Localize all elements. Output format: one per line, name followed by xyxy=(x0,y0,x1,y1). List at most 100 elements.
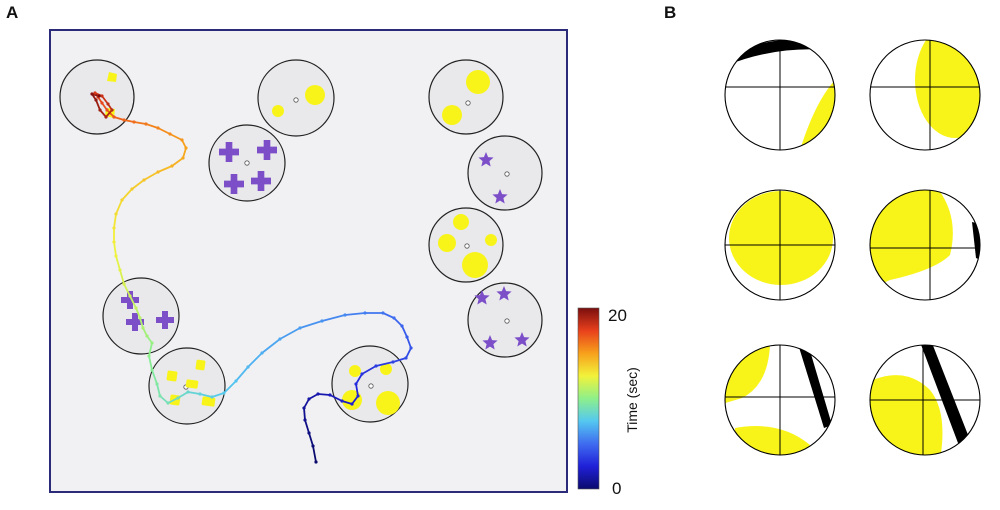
trajectory-segment xyxy=(129,295,137,309)
trajectory-segment xyxy=(115,255,121,271)
trajectory-segment xyxy=(299,320,323,329)
trajectory-segment xyxy=(329,394,343,402)
patch-top-right xyxy=(428,59,504,135)
trajectory-point xyxy=(314,460,318,464)
trajectory-point xyxy=(118,268,122,272)
trajectory-point xyxy=(260,351,264,355)
trajectory-segment xyxy=(167,397,179,404)
purple-star-object xyxy=(492,189,508,204)
trajectory-segment xyxy=(321,314,346,322)
patch-center-marker xyxy=(504,318,510,324)
trajectory-segment xyxy=(177,391,189,399)
trajectory-point xyxy=(138,316,142,320)
yellow-object xyxy=(107,72,117,82)
trajectory-segment xyxy=(143,171,159,181)
trajectory-point xyxy=(246,365,250,369)
trajectory-point xyxy=(198,392,202,396)
occluder-band xyxy=(798,345,832,428)
yellow-object xyxy=(466,70,490,94)
occluder-band xyxy=(920,345,970,443)
purple-cross-object xyxy=(219,142,240,163)
patch-center-marker xyxy=(368,383,374,389)
trajectory-point xyxy=(97,94,101,98)
trajectory-segment xyxy=(375,361,394,367)
trajectory-point xyxy=(356,394,360,398)
trajectory-segment xyxy=(261,338,281,354)
trajectory-segment xyxy=(156,383,161,397)
trajectory-segment xyxy=(159,395,169,404)
yellow-object xyxy=(380,363,392,375)
trajectory-segment xyxy=(351,395,359,405)
trajectory-segment xyxy=(121,188,133,201)
trajectory-point xyxy=(298,326,302,330)
trajectory-segment xyxy=(106,109,115,118)
patch-center-marker xyxy=(464,243,470,249)
trajectory-point xyxy=(145,334,149,338)
yellow-object xyxy=(453,214,469,230)
panel-a-label: A xyxy=(6,3,18,22)
trajectory-point xyxy=(90,92,94,96)
trajectory-point xyxy=(132,120,136,124)
trajectory-point xyxy=(374,364,378,368)
trajectory-point xyxy=(181,156,185,160)
trajectory-point xyxy=(392,316,396,320)
trajectory-segment xyxy=(145,123,159,129)
trajectory-segment xyxy=(317,393,331,396)
colorbar-gradient xyxy=(577,307,600,490)
trajectory-point xyxy=(156,126,160,130)
trajectory-segment xyxy=(247,352,263,368)
trajectory-point xyxy=(363,311,367,315)
trajectory-segment xyxy=(131,179,145,190)
trajectory-point xyxy=(278,337,282,341)
patch-stars-upper xyxy=(467,135,543,211)
trajectory-point xyxy=(184,146,188,150)
yellow-object xyxy=(376,391,400,415)
purple-star-object xyxy=(474,290,490,305)
trajectory-point xyxy=(302,406,306,410)
trajectory-segment xyxy=(308,393,319,400)
trajectory-point xyxy=(409,346,413,350)
yellow-object xyxy=(272,105,284,117)
trajectory-point xyxy=(106,102,110,106)
trajectory-point xyxy=(104,115,108,119)
purple-cross-object xyxy=(257,140,277,161)
trajectory-segment xyxy=(187,391,201,395)
trajectory-segment xyxy=(312,445,317,463)
purple-star-object xyxy=(514,332,530,347)
patch-center-marker xyxy=(244,160,250,166)
trajectory-point xyxy=(381,311,385,315)
trajectory-point xyxy=(180,138,184,142)
trajectory-point xyxy=(142,178,146,182)
trajectory-segment xyxy=(279,327,301,340)
trajectory-segment xyxy=(341,400,353,405)
yellow-object xyxy=(442,105,462,125)
view-circle-3 xyxy=(724,189,836,301)
trajectory-point xyxy=(150,341,154,345)
trajectory-segment xyxy=(119,269,125,285)
trajectory-point xyxy=(105,108,109,112)
trajectory-point xyxy=(186,390,190,394)
trajectory-segment xyxy=(355,383,359,397)
yellow-object xyxy=(342,390,362,410)
trajectory-point xyxy=(354,382,358,386)
trajectory-segment xyxy=(113,241,117,257)
object-shapes xyxy=(121,140,530,407)
view-circle-2 xyxy=(869,39,981,151)
trajectory-segment xyxy=(169,133,183,141)
purple-star-object xyxy=(482,335,498,350)
trajectory-point xyxy=(210,395,214,399)
trajectory-segment xyxy=(157,127,171,135)
trajectory-point xyxy=(158,394,162,398)
trajectory-point xyxy=(147,354,151,358)
trajectory xyxy=(90,91,413,464)
trajectory-point xyxy=(156,170,160,174)
trajectory-segment xyxy=(157,165,173,173)
trajectory-point xyxy=(112,240,116,244)
trajectory-segment xyxy=(235,366,249,382)
trajectory-segment xyxy=(361,365,377,375)
patch-right-middle xyxy=(428,207,504,283)
trajectory-point xyxy=(130,187,134,191)
trajectory-segment xyxy=(392,357,407,363)
colorbar-max-label: 20 xyxy=(608,306,627,325)
